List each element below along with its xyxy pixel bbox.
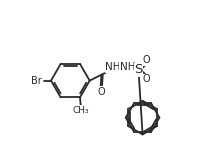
Text: CH₃: CH₃ — [73, 106, 89, 115]
Text: Br: Br — [31, 76, 42, 86]
Text: NH: NH — [120, 62, 135, 72]
Text: O: O — [143, 74, 150, 84]
Text: S: S — [134, 63, 142, 76]
Text: O: O — [143, 55, 150, 65]
Text: NH: NH — [105, 62, 121, 72]
Text: O: O — [97, 87, 105, 97]
